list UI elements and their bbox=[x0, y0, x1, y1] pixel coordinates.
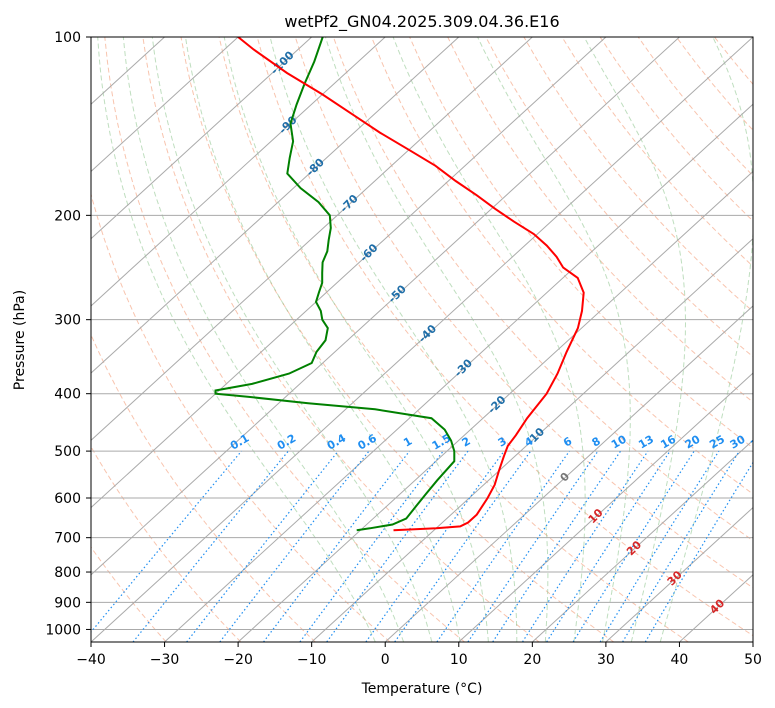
mixing-ratio-line bbox=[91, 450, 242, 633]
mixing-ratio-line bbox=[326, 450, 469, 642]
isotherm-gridlines bbox=[91, 37, 753, 642]
isotherm-line bbox=[91, 37, 386, 307]
x-tick-label: 20 bbox=[523, 652, 541, 668]
dry-adiabat-line bbox=[371, 37, 753, 495]
mixing-ratio-label: 36 bbox=[748, 432, 768, 451]
x-tick-label: −40 bbox=[76, 652, 106, 668]
moist-adiabat-line bbox=[185, 37, 461, 642]
y-tick-label: 200 bbox=[54, 208, 81, 224]
isotherm-line bbox=[311, 237, 753, 642]
y-tick-label: 600 bbox=[54, 491, 81, 507]
dry-adiabat-line bbox=[447, 37, 753, 403]
temperature-profile-line bbox=[237, 37, 585, 532]
mixing-ratio-line bbox=[263, 450, 410, 642]
dry-adiabat-line bbox=[142, 37, 540, 642]
x-tick-label: 30 bbox=[597, 652, 615, 668]
dry-adiabat-line bbox=[91, 333, 316, 642]
mixing-ratio-line bbox=[599, 450, 720, 642]
moist-adiabat-line bbox=[151, 37, 433, 642]
y-tick-label: 800 bbox=[54, 565, 81, 581]
x-axis-label: Temperature (°C) bbox=[361, 681, 483, 697]
plot-frame bbox=[90, 36, 754, 643]
isotherm-line bbox=[458, 372, 753, 642]
dry-adiabat-line bbox=[91, 445, 242, 642]
x-tick-label: 40 bbox=[671, 652, 689, 668]
mixing-ratio-line bbox=[299, 450, 444, 642]
isotherm-line bbox=[91, 37, 313, 240]
y-tick-label: 1000 bbox=[45, 622, 81, 638]
moist-adiabat-line bbox=[477, 37, 631, 642]
dry-adiabat-line bbox=[180, 37, 614, 642]
mixing-ratio-line bbox=[467, 450, 599, 642]
dry-adiabat-line bbox=[523, 37, 753, 313]
chart-title: wetPf2_GN04.2025.309.04.36.E16 bbox=[284, 12, 559, 32]
y-axis-label: Pressure (hPa) bbox=[12, 290, 28, 390]
isotherm-line bbox=[91, 37, 607, 509]
y-tick-label: 400 bbox=[54, 387, 81, 403]
isotherm-line bbox=[91, 37, 753, 642]
mixing-ratio-line bbox=[394, 450, 532, 642]
y-tick-label: 100 bbox=[54, 30, 81, 46]
x-tick-label: −20 bbox=[223, 652, 253, 668]
y-tick-label: 300 bbox=[54, 313, 81, 329]
x-tick-label: 50 bbox=[744, 652, 762, 668]
moist-adiabat-line bbox=[324, 37, 549, 642]
x-axis-ticks: −40 −30 −20 −10 0 10 20 30 40 50 bbox=[76, 642, 762, 668]
x-tick-label: −30 bbox=[150, 652, 180, 668]
y-tick-label: 700 bbox=[54, 531, 81, 547]
moist-adiabat-line bbox=[583, 37, 686, 642]
moist-adiabat-line bbox=[269, 37, 518, 642]
isotherm-line bbox=[91, 37, 680, 576]
mixing-ratio-line bbox=[186, 450, 339, 642]
mixing-ratio-line bbox=[572, 450, 695, 642]
isotherm-line bbox=[91, 37, 460, 374]
moist-adiabat-line bbox=[223, 37, 489, 642]
isotherm-line bbox=[237, 170, 753, 642]
sounding-profiles bbox=[214, 37, 585, 532]
y-tick-label: 500 bbox=[54, 444, 81, 460]
dewpoint-profile-line bbox=[214, 37, 456, 532]
mixing-ratio-line bbox=[622, 450, 740, 642]
mixing-ratio-line bbox=[132, 450, 289, 642]
dry-adiabat-line bbox=[218, 37, 689, 642]
isotherm-line bbox=[531, 439, 753, 642]
isotherm-line bbox=[164, 103, 753, 642]
isotherm-line bbox=[605, 506, 753, 642]
y-tick-label: 900 bbox=[54, 595, 81, 611]
isotherm-line bbox=[384, 305, 753, 642]
x-tick-label: −10 bbox=[297, 652, 327, 668]
mixing-ratio-line bbox=[546, 450, 671, 642]
moist-adiabat-line bbox=[659, 37, 753, 642]
y-axis-ticks: 100 200 300 400 500 600 700 800 900 1000 bbox=[45, 30, 91, 638]
mixing-ratio-line bbox=[365, 450, 505, 642]
x-tick-label: 10 bbox=[450, 652, 468, 668]
mixing-ratio-lines bbox=[91, 450, 753, 642]
isobar-gridlines bbox=[91, 37, 753, 630]
dry-adiabat-line bbox=[294, 37, 753, 589]
mixing-ratio-line bbox=[492, 450, 622, 642]
plot-area: -100-90-80-70-60-50-40-30-20-10010203040… bbox=[91, 37, 768, 642]
moist-adiabat-line bbox=[122, 37, 405, 642]
dry-adiabat-line bbox=[104, 37, 465, 642]
dry-adiabat-line bbox=[409, 37, 753, 449]
x-tick-label: 0 bbox=[381, 652, 390, 668]
isotherm-line bbox=[91, 37, 533, 442]
isotherm-line bbox=[91, 37, 239, 173]
mixing-ratio-line bbox=[521, 450, 649, 642]
mixing-ratio-line bbox=[436, 450, 570, 642]
